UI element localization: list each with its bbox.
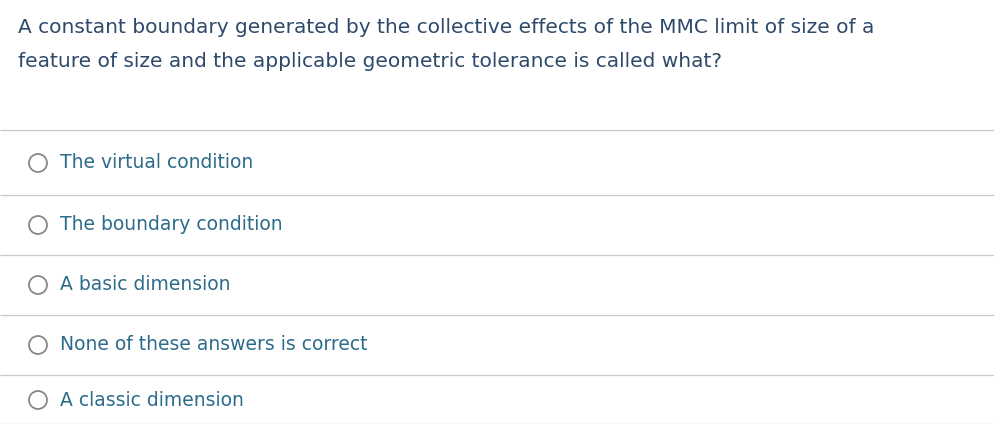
Text: A basic dimension: A basic dimension — [60, 276, 231, 295]
Text: The boundary condition: The boundary condition — [60, 215, 282, 234]
Text: A classic dimension: A classic dimension — [60, 391, 244, 410]
Text: A constant boundary generated by the collective effects of the MMC limit of size: A constant boundary generated by the col… — [18, 18, 875, 37]
Text: The virtual condition: The virtual condition — [60, 153, 253, 173]
Text: None of these answers is correct: None of these answers is correct — [60, 335, 368, 354]
Text: feature of size and the applicable geometric tolerance is called what?: feature of size and the applicable geome… — [18, 52, 722, 71]
